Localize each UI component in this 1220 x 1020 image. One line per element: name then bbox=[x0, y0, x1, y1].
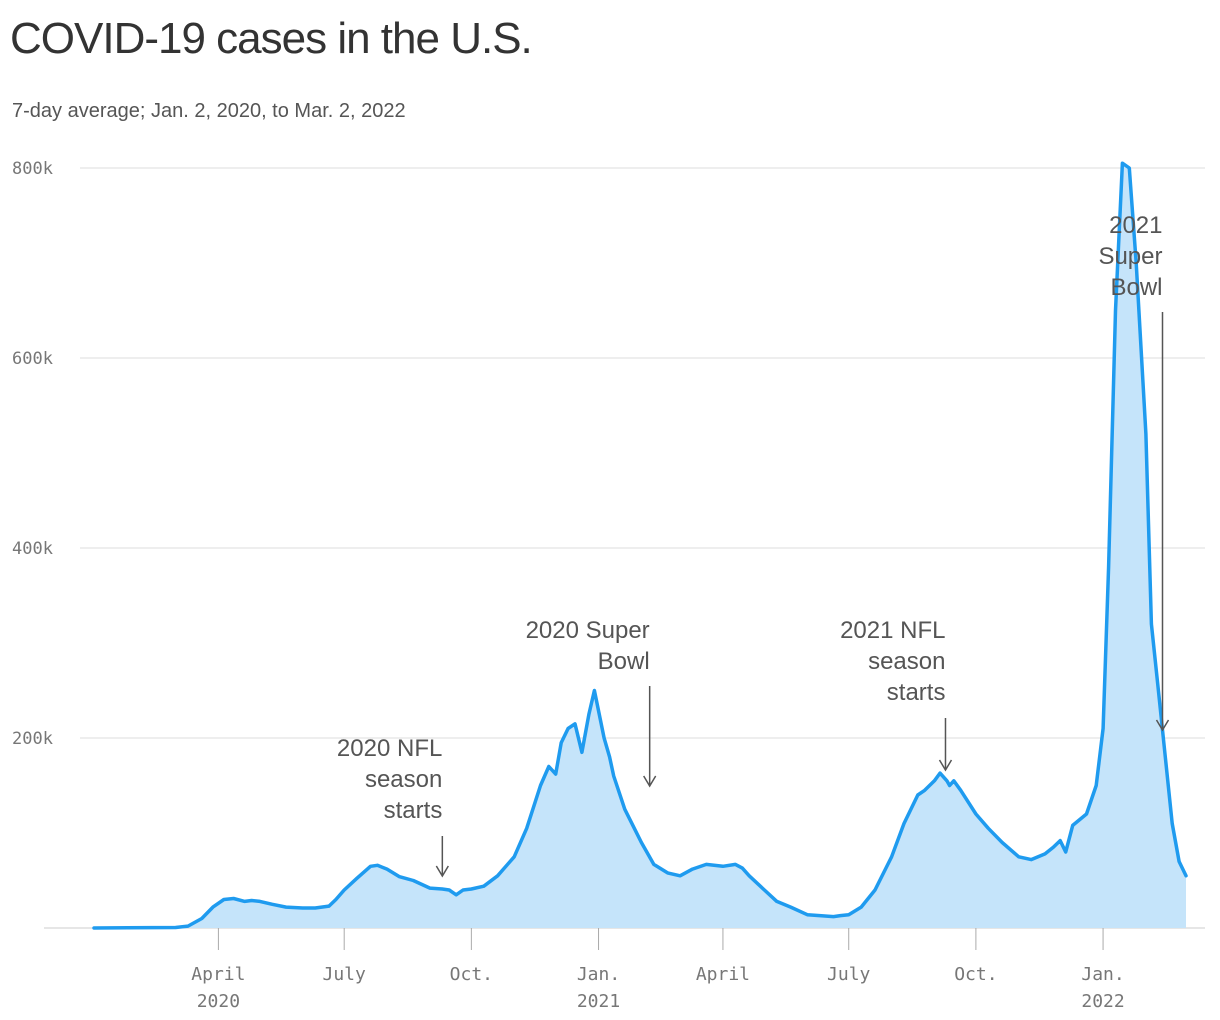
y-tick-label-3: 800k bbox=[12, 159, 53, 179]
annotation-2-line-2: starts bbox=[887, 679, 946, 706]
cases-line bbox=[92, 161, 1188, 930]
annotation-3-arrow-head bbox=[1155, 719, 1170, 732]
x-tick-label-4: April bbox=[696, 964, 750, 985]
annotation-2-arrow-head bbox=[938, 759, 953, 772]
annotation-2-line-1: season bbox=[868, 648, 945, 675]
x-tick-label-5: July bbox=[827, 964, 871, 985]
x-tick-label-3: Jan. bbox=[577, 964, 620, 985]
x-tick-label-1: July bbox=[323, 964, 367, 985]
annotation-1-line-1: Bowl bbox=[598, 648, 650, 675]
chart-title: COVID-19 cases in the U.S. bbox=[10, 14, 533, 63]
x-tick-label-0: April bbox=[191, 964, 245, 985]
y-tick-label-0: 200k bbox=[12, 729, 53, 749]
x-tick-year-7: 2022 bbox=[1081, 991, 1124, 1012]
annotation-0-line-0: 2020 NFL bbox=[337, 735, 442, 762]
annotation-0-arrow-head bbox=[435, 865, 449, 878]
annotation-3-line-1: Super bbox=[1098, 243, 1162, 270]
y-tick-label-2: 600k bbox=[12, 349, 53, 369]
annotation-0-line-2: starts bbox=[384, 797, 443, 824]
annotation-1-line-0: 2020 Super bbox=[526, 617, 650, 644]
annotation-1-arrow-head bbox=[643, 775, 657, 788]
x-tick-label-6: Oct. bbox=[954, 964, 997, 985]
x-tick-year-3: 2021 bbox=[577, 991, 620, 1012]
x-tick-label-7: Jan. bbox=[1081, 964, 1124, 985]
chart-subtitle: 7-day average; Jan. 2, 2020, to Mar. 2, … bbox=[12, 100, 406, 122]
x-tick-label-2: Oct. bbox=[450, 964, 493, 985]
annotation-2-line-0: 2021 NFL bbox=[840, 617, 945, 644]
cases-area-fill bbox=[94, 163, 1186, 928]
annotation-0-line-1: season bbox=[365, 766, 442, 793]
y-tick-label-1: 400k bbox=[12, 539, 53, 559]
annotation-3-line-0: 2021 bbox=[1109, 212, 1162, 239]
x-tick-year-0: 2020 bbox=[197, 991, 240, 1012]
annotation-3-line-2: Bowl bbox=[1110, 274, 1162, 301]
